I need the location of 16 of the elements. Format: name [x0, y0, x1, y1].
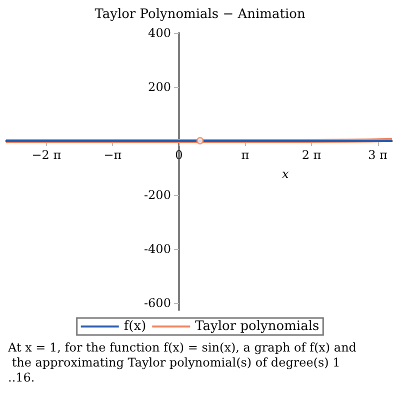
- x-tick-label: 3 π: [368, 148, 388, 162]
- x-tick-label: −π: [104, 148, 122, 162]
- chart-title: Taylor Polynomials − Animation: [94, 7, 306, 22]
- x-tick-label: 2 π: [302, 148, 322, 162]
- legend-label: f(x): [124, 319, 146, 334]
- x-axis-title: x: [282, 167, 289, 181]
- y-tick-label: 400: [148, 26, 171, 40]
- y-tick-label: 200: [148, 80, 171, 94]
- x-tick-label: −2 π: [32, 148, 62, 162]
- x-tick-label: π: [241, 148, 250, 162]
- text: At x = 1, for the function f(x) = sin(x), a graph of f(x) and the approximating Taylor polynomial(s) of degree(s) 1 ..16.: [7, 340, 357, 384]
- y-tick-label: -200: [144, 188, 171, 202]
- legend-label: Taylor polynomials: [195, 319, 320, 334]
- y-tick-label: -400: [144, 242, 171, 256]
- x-tick-label: 0: [175, 148, 183, 162]
- y-tick-label: -600: [144, 296, 171, 310]
